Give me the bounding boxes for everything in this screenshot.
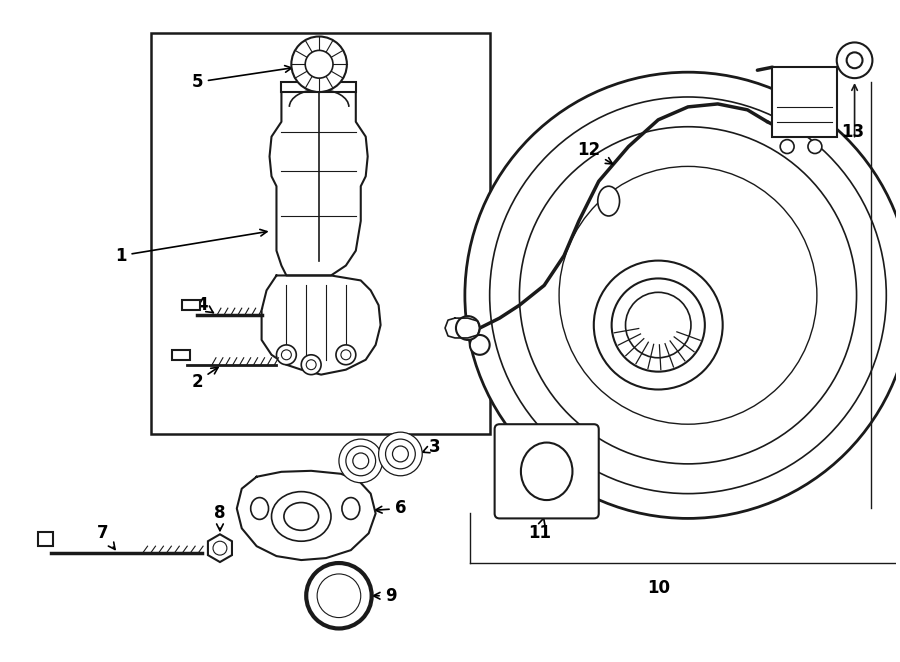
Circle shape bbox=[341, 350, 351, 359]
Circle shape bbox=[612, 279, 705, 371]
Circle shape bbox=[594, 261, 723, 389]
Ellipse shape bbox=[521, 443, 572, 500]
Circle shape bbox=[837, 42, 872, 78]
Circle shape bbox=[465, 72, 900, 518]
Circle shape bbox=[305, 50, 333, 78]
Circle shape bbox=[317, 574, 361, 618]
Polygon shape bbox=[445, 318, 480, 338]
Circle shape bbox=[336, 345, 356, 365]
Circle shape bbox=[456, 316, 480, 340]
Text: 5: 5 bbox=[192, 66, 292, 91]
Text: 11: 11 bbox=[527, 518, 551, 542]
Polygon shape bbox=[269, 82, 368, 275]
Circle shape bbox=[302, 355, 321, 375]
Circle shape bbox=[306, 563, 372, 628]
Circle shape bbox=[346, 446, 375, 476]
Text: 7: 7 bbox=[97, 524, 115, 549]
Text: 13: 13 bbox=[841, 122, 864, 141]
Text: 4: 4 bbox=[196, 296, 213, 314]
Circle shape bbox=[213, 542, 227, 555]
Circle shape bbox=[385, 439, 415, 469]
Text: 10: 10 bbox=[647, 579, 670, 597]
Ellipse shape bbox=[272, 492, 331, 542]
Text: 9: 9 bbox=[374, 587, 396, 605]
Text: 12: 12 bbox=[577, 140, 613, 164]
Circle shape bbox=[282, 350, 292, 359]
Text: 6: 6 bbox=[375, 500, 406, 518]
Text: 2: 2 bbox=[192, 367, 218, 391]
Text: 1: 1 bbox=[115, 230, 267, 265]
Polygon shape bbox=[262, 275, 381, 375]
Circle shape bbox=[392, 446, 409, 462]
Ellipse shape bbox=[251, 498, 268, 520]
Circle shape bbox=[339, 439, 382, 483]
Circle shape bbox=[626, 293, 691, 357]
Circle shape bbox=[306, 359, 316, 369]
Text: 3: 3 bbox=[422, 438, 441, 456]
Bar bbox=[282, 82, 356, 92]
Polygon shape bbox=[237, 471, 375, 560]
Circle shape bbox=[847, 52, 862, 68]
FancyBboxPatch shape bbox=[495, 424, 598, 518]
Bar bbox=[172, 350, 190, 359]
Text: 8: 8 bbox=[214, 504, 226, 531]
Circle shape bbox=[276, 345, 296, 365]
Bar bbox=[150, 32, 490, 434]
Circle shape bbox=[353, 453, 369, 469]
Circle shape bbox=[808, 140, 822, 154]
Circle shape bbox=[780, 140, 794, 154]
Bar bbox=[772, 68, 837, 136]
Circle shape bbox=[379, 432, 422, 476]
Ellipse shape bbox=[598, 186, 619, 216]
Circle shape bbox=[292, 36, 346, 92]
Bar bbox=[183, 301, 200, 310]
Ellipse shape bbox=[342, 498, 360, 520]
Ellipse shape bbox=[284, 502, 319, 530]
Circle shape bbox=[470, 335, 490, 355]
Bar bbox=[39, 532, 53, 546]
